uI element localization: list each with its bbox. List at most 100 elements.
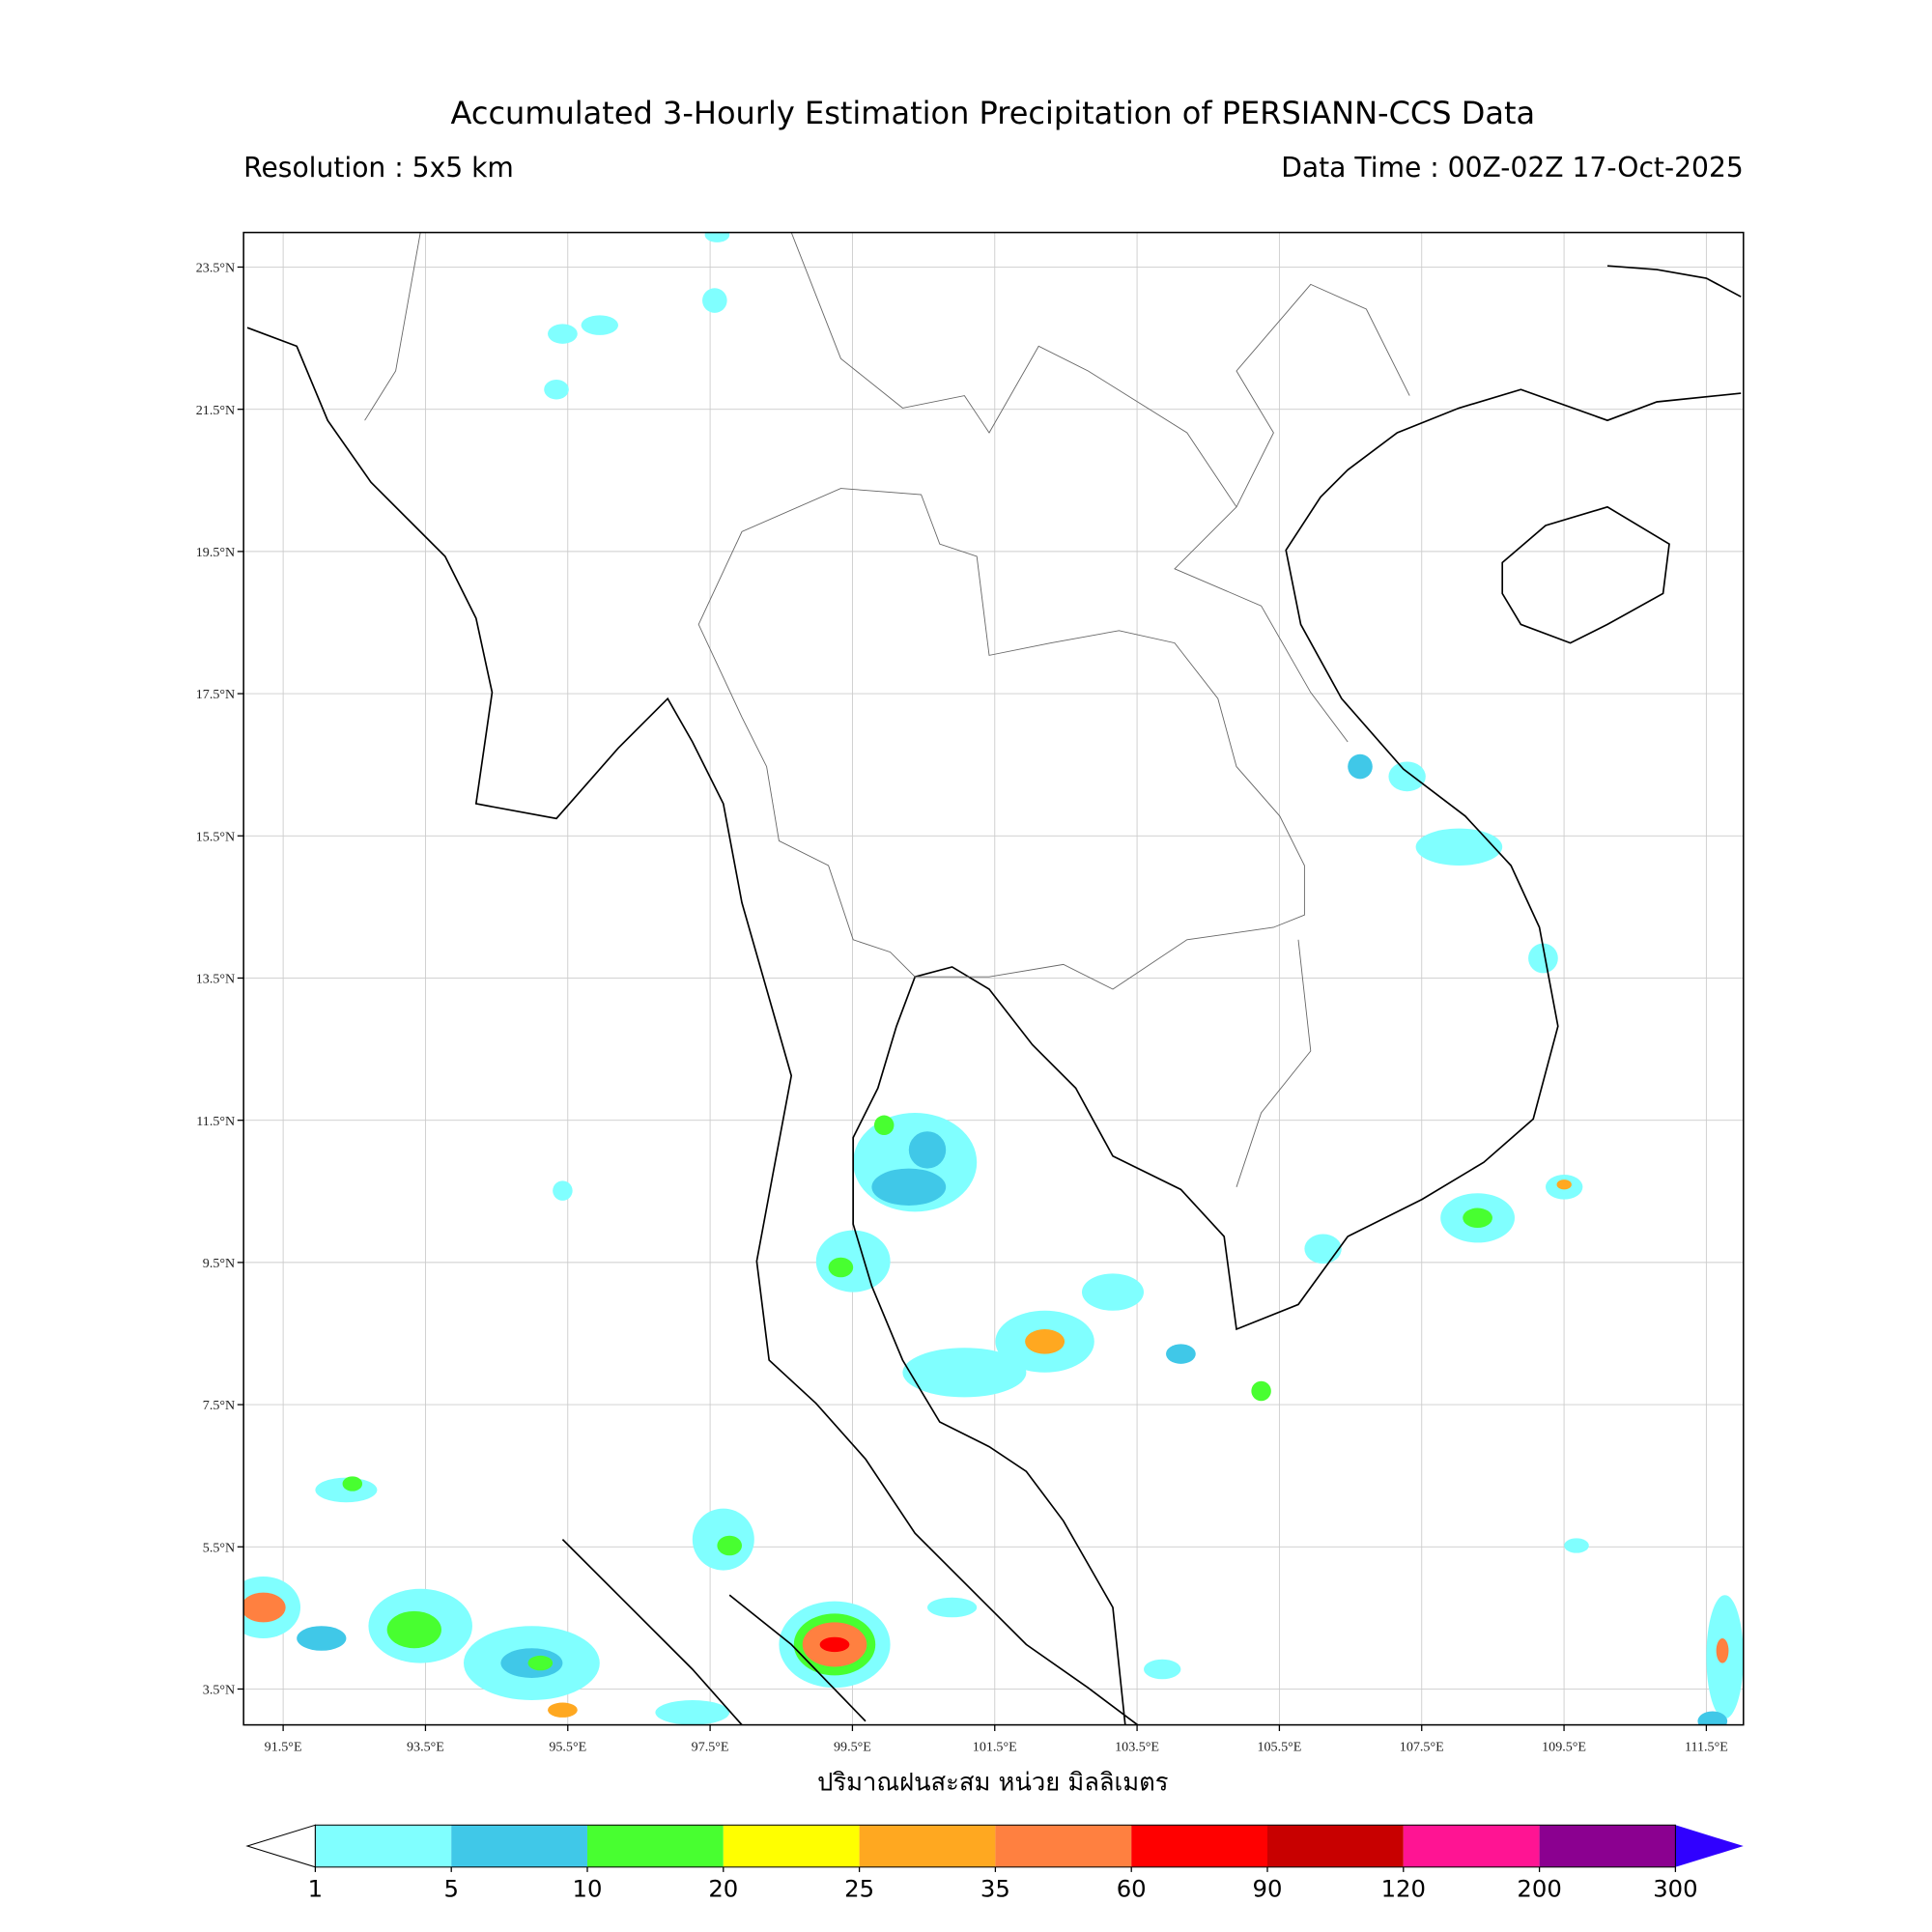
rain-area (704, 232, 730, 242)
colorbar-label: 200 (1517, 1875, 1561, 1903)
rain-area (581, 315, 618, 335)
rain-area (243, 1592, 286, 1623)
rain-area (1025, 1329, 1065, 1354)
y-tick-label: 17.5°N (196, 687, 235, 702)
rain-area (1697, 1711, 1728, 1725)
colorbar-label: 60 (1117, 1875, 1147, 1903)
rain-area (908, 1131, 947, 1169)
rain-area (553, 1180, 573, 1201)
y-tick-label: 3.5°N (203, 1683, 235, 1698)
x-tick-label: 97.5°E (692, 1739, 729, 1754)
x-tick-label: 91.5°E (265, 1739, 302, 1754)
y-tick-label: 19.5°N (196, 545, 235, 560)
coastline (1501, 505, 1670, 644)
x-tick-label: 101.5°E (973, 1739, 1017, 1754)
rain-area (702, 288, 727, 313)
rain-layer (243, 232, 1744, 1725)
rain-area (1388, 761, 1426, 792)
rain-area (1463, 1208, 1492, 1229)
colorbar-box (1267, 1825, 1404, 1867)
y-tick-label: 7.5°N (203, 1398, 235, 1413)
rain-area (1144, 1659, 1181, 1680)
rain-area (828, 1257, 854, 1278)
colorbar-under (245, 1824, 316, 1868)
rain-area (297, 1626, 347, 1651)
rain-area (1564, 1538, 1589, 1553)
colorbar: 1 5 10 20 25 35 60 90 120 200 300 (245, 1824, 1744, 1903)
coastline (246, 327, 1139, 1725)
rain-area (1304, 1234, 1342, 1264)
rain-area (1251, 1380, 1271, 1402)
geography (246, 232, 1742, 1725)
colorbar-over (1675, 1825, 1744, 1867)
x-tick-label: 111.5°E (1685, 1739, 1728, 1754)
rain-area (927, 1597, 978, 1618)
colorbar-label: 300 (1653, 1875, 1697, 1903)
x-tick-label: 107.5°E (1400, 1739, 1444, 1754)
rain-area (1166, 1344, 1196, 1364)
rain-area (527, 1655, 554, 1671)
y-tick-label: 15.5°N (196, 829, 235, 844)
colorbar-box (1131, 1825, 1267, 1867)
map-title: Accumulated 3-Hourly Estimation Precipit… (451, 95, 1536, 131)
x-tick-label: 95.5°E (549, 1739, 586, 1754)
rain-area (342, 1476, 363, 1492)
coastline (852, 388, 1742, 1725)
coastline (1606, 265, 1742, 298)
colorbar-label: 5 (443, 1875, 458, 1903)
colorbar-label: 25 (844, 1875, 874, 1903)
x-tick-label: 93.5°E (407, 1739, 444, 1754)
rain-area (386, 1610, 441, 1649)
rain-area (902, 1348, 1027, 1398)
grid (237, 232, 1744, 1731)
x-tick-label: 99.5°E (834, 1739, 871, 1754)
y-tick-label: 11.5°N (196, 1114, 235, 1129)
colorbar-label: 20 (708, 1875, 738, 1903)
resolution: Resolution : 5x5 km (243, 152, 514, 184)
rain-area (1716, 1638, 1729, 1663)
colorbar-box (723, 1825, 860, 1867)
rain-area (544, 379, 569, 400)
colorbar-box (1539, 1825, 1676, 1867)
border (697, 488, 1305, 990)
rain-area (1415, 828, 1503, 866)
rain-area (873, 1115, 895, 1136)
rain-area (655, 1700, 730, 1725)
rain-area (1348, 753, 1373, 780)
y-tick-label: 9.5°N (203, 1256, 235, 1271)
colorbar-box (587, 1825, 724, 1867)
colorbar-box (1403, 1825, 1540, 1867)
rain-area (548, 1702, 578, 1718)
rain-area (819, 1636, 850, 1653)
colorbar-label: 35 (980, 1875, 1010, 1903)
colorbar-box (995, 1825, 1132, 1867)
colorbar-label: 120 (1381, 1875, 1426, 1903)
axis-label: ปริมาณฝนสะสม หน่วย มิลลิเมตร (817, 1768, 1168, 1797)
colorbar-label: 90 (1253, 1875, 1283, 1903)
colorbar-box (315, 1825, 452, 1867)
y-tick-label: 23.5°N (196, 261, 235, 276)
x-tick-label: 105.5°E (1257, 1739, 1301, 1754)
coastline (561, 1539, 867, 1725)
y-tick-label: 5.5°N (203, 1540, 235, 1555)
y-tick-label: 21.5°N (196, 403, 235, 418)
colorbar-box (451, 1825, 587, 1867)
map-frame (242, 231, 1745, 1726)
data-time: Data Time : 00Z-02Z 17-Oct-2025 (1281, 152, 1744, 184)
colorbar-label: 1 (308, 1875, 323, 1903)
y-tick-label: 13.5°N (196, 972, 235, 987)
rain-area (1528, 943, 1558, 974)
rain-area (548, 324, 578, 344)
colorbar-label: 10 (573, 1875, 603, 1903)
rain-area (815, 1230, 891, 1293)
colorbar-box (859, 1825, 996, 1867)
rain-area (1556, 1179, 1572, 1190)
border (364, 232, 1410, 1187)
x-tick-label: 109.5°E (1542, 1739, 1586, 1754)
x-tick-label: 103.5°E (1115, 1739, 1159, 1754)
rain-area (871, 1168, 947, 1206)
rain-area (1082, 1273, 1144, 1311)
rain-area (717, 1535, 742, 1556)
